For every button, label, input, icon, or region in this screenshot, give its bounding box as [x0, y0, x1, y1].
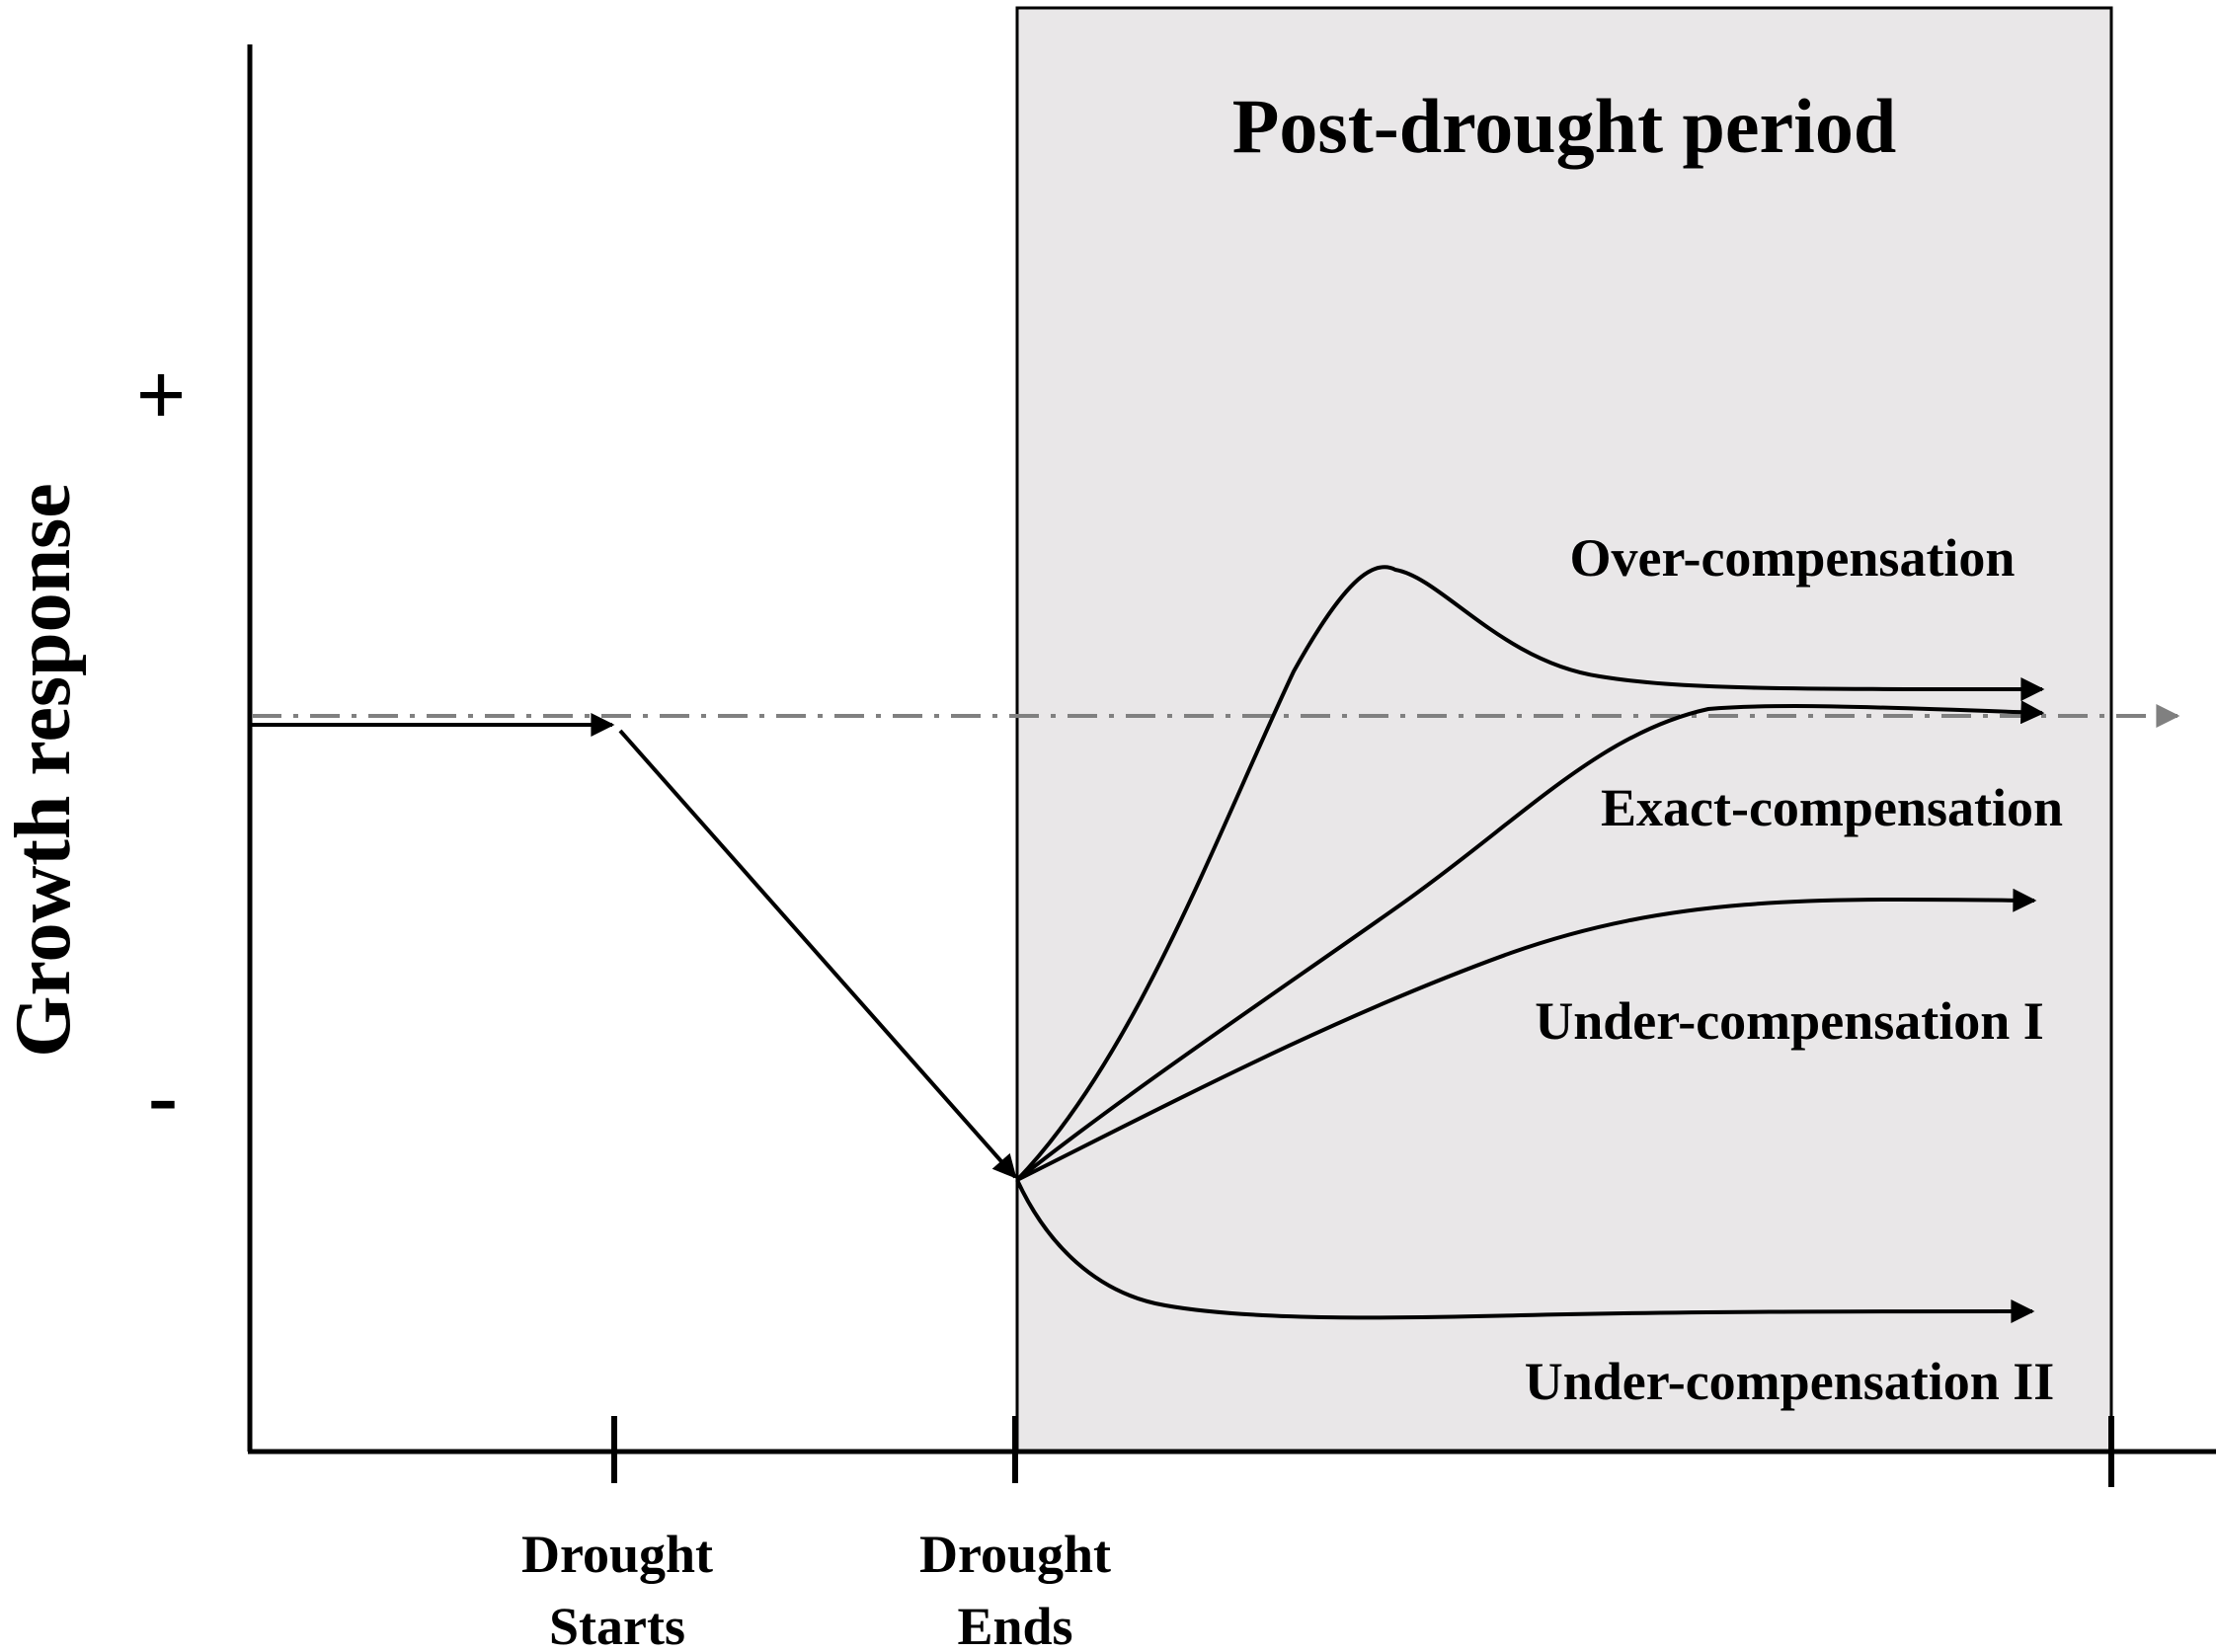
exact-compensation-label: Exact-compensation	[1601, 778, 2063, 837]
under-compensation-1-curve	[1016, 888, 2037, 1182]
drought-decline-line	[618, 729, 1017, 1179]
post-drought-panel	[1015, 6, 2113, 1454]
under-compensation-2-label: Under-compensation II	[1525, 1352, 2055, 1411]
under-compensation-1-label: Under-compensation I	[1535, 991, 2044, 1051]
y-plus-label: +	[135, 347, 186, 444]
exact-compensation-curve	[1015, 700, 2045, 1182]
drought-starts-label-2: Starts	[549, 1597, 685, 1652]
panel-title: Post-drought period	[1232, 83, 1896, 169]
drought-ends-label-2: Ends	[957, 1597, 1072, 1652]
y-axis-label: Growth response	[0, 483, 87, 1058]
over-compensation-curve	[1015, 565, 2045, 1182]
over-compensation-label: Over-compensation	[1570, 528, 2016, 588]
under-compensation-2-curve	[1015, 1179, 2035, 1324]
drought-ends-label-1: Drought	[919, 1525, 1111, 1584]
y-minus-label: -	[148, 1048, 178, 1145]
drought-starts-label-1: Drought	[521, 1525, 713, 1584]
